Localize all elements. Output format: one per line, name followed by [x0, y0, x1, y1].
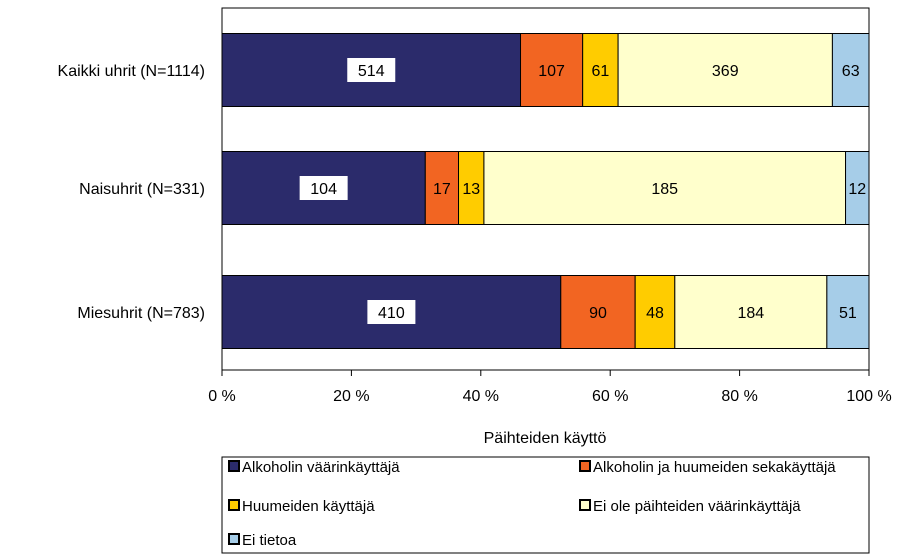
- data-label: 369: [712, 63, 739, 80]
- legend-swatch: [579, 499, 591, 511]
- bar-segment: [424, 151, 460, 225]
- bar-segment: [483, 151, 847, 225]
- data-label: 410: [378, 305, 405, 322]
- category-label: Naisuhrit (N=331): [79, 181, 205, 198]
- data-label-box: [367, 300, 416, 324]
- legend-label: Huumeiden käyttäjä: [242, 498, 375, 515]
- legend-label: Alkoholin ja huumeiden sekakäyttäjä: [593, 459, 836, 476]
- bar-segment: [520, 33, 584, 107]
- x-tick-label: 0 %: [208, 388, 236, 405]
- bar-segment: [634, 275, 676, 349]
- bar-segment: [560, 275, 636, 349]
- bar-segment: [617, 33, 833, 107]
- category-labels: Kaikki uhrit (N=1114) Naisuhrit (N=331) Mi…: [58, 63, 205, 322]
- data-label: 107: [538, 63, 565, 80]
- category-label: Miesuhrit (N=783): [77, 305, 205, 322]
- bar-segment: [826, 275, 870, 349]
- bar-segment: [831, 33, 870, 107]
- data-label: 514: [358, 63, 385, 80]
- data-label: 90: [589, 305, 607, 322]
- data-label: 17: [433, 181, 451, 198]
- data-label: 13: [462, 181, 480, 198]
- x-tick-label: 80 %: [721, 388, 757, 405]
- x-axis: 0 % 20 % 40 % 60 % 80 % 100 %: [208, 370, 892, 405]
- x-tick-label: 40 %: [463, 388, 499, 405]
- bar-segment: [845, 151, 870, 225]
- legend: Alkoholin väärinkäyttäjä Alkoholin ja huu…: [221, 456, 870, 554]
- data-label: 51: [839, 305, 857, 322]
- bar-segment: [674, 275, 828, 349]
- data-label: 185: [651, 181, 678, 198]
- data-label-box: [347, 58, 396, 82]
- data-label: 63: [842, 63, 860, 80]
- x-tick-label: 20 %: [333, 388, 369, 405]
- legend-swatch: [579, 460, 591, 472]
- data-label: 12: [848, 181, 866, 198]
- x-axis-title: Päihteiden käyttö: [484, 430, 607, 447]
- bars-group: 514 107 61 369 63 104 17 13 185 12 410 90 48 184 51: [221, 33, 870, 349]
- legend-swatch: [228, 499, 240, 511]
- data-label: 48: [646, 305, 664, 322]
- legend-box: [221, 456, 870, 554]
- bar-segment: [458, 151, 485, 225]
- bar-segment: [582, 33, 619, 107]
- x-tick-label: 100 %: [846, 388, 891, 405]
- x-tick-label: 60 %: [592, 388, 628, 405]
- legend-swatch: [228, 460, 240, 472]
- legend-label: Ei tietoa: [242, 532, 297, 549]
- legend-swatch: [228, 533, 240, 545]
- data-label: 61: [591, 63, 609, 80]
- legend-label: Ei ole päihteiden väärinkäyttäjä: [593, 498, 801, 515]
- data-label: 104: [310, 181, 337, 198]
- category-label: Kaikki uhrit (N=1114): [58, 63, 205, 80]
- data-label-box: [299, 176, 348, 200]
- legend-label: Alkoholin väärinkäyttäjä: [242, 459, 400, 476]
- data-label: 184: [737, 305, 764, 322]
